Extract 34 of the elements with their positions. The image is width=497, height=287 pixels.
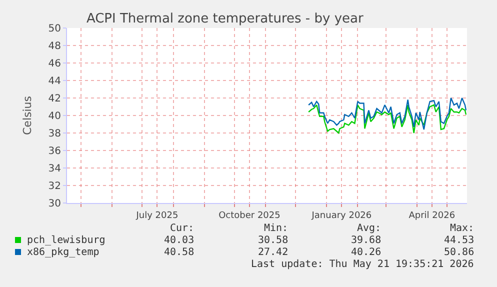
line-series <box>308 97 467 130</box>
text: Min: <box>264 223 288 234</box>
line-series <box>308 104 467 134</box>
text: 40.26 <box>351 247 382 258</box>
y-tick-label: 50 <box>48 24 61 34</box>
x-tick-label: July 2025 <box>135 210 178 221</box>
x-tick-label: April 2026 <box>408 210 456 221</box>
y-tick-label: 34 <box>48 164 61 174</box>
y-axis-title: Celsius <box>20 96 34 135</box>
y-tick-label: 48 <box>48 41 61 52</box>
text: 40.03 <box>164 235 194 246</box>
text: 40.58 <box>164 247 194 258</box>
y-tick-label: 44 <box>48 76 61 87</box>
text: 50.86 <box>444 247 474 258</box>
legend-label: pch_lewisburg <box>27 235 106 246</box>
legend-label: x86_pkg_temp <box>27 247 100 258</box>
text: 44.53 <box>444 235 474 246</box>
chart-title: ACPI Thermal zone temperatures - by year <box>86 12 364 27</box>
x-tick-label: October 2025 <box>218 210 280 221</box>
text: 30.58 <box>258 235 288 246</box>
y-tick-label: 46 <box>48 58 61 70</box>
x-tick-label: January 2026 <box>310 210 372 221</box>
y-tick-label: 42 <box>48 94 61 104</box>
text: Last update: Thu May 21 19:35:21 2026 <box>251 259 474 270</box>
text: Avg: <box>357 223 382 234</box>
text: Cur: <box>170 223 194 234</box>
y-tick-label: 40 <box>48 111 61 122</box>
text: 27.42 <box>258 247 288 258</box>
y-tick-label: 30 <box>48 198 61 210</box>
text: Max: <box>450 223 474 234</box>
text: 39.68 <box>351 235 382 246</box>
y-tick-label: 38 <box>48 128 61 140</box>
y-tick-label: 36 <box>48 146 61 157</box>
y-tick-label: 32 <box>48 181 61 192</box>
